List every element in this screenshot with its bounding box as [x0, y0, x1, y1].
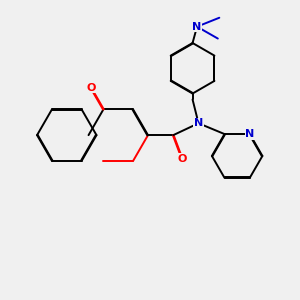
Text: N: N [192, 22, 202, 32]
Text: N: N [245, 129, 254, 139]
Text: O: O [178, 154, 187, 164]
Text: O: O [86, 82, 95, 92]
Text: N: N [194, 118, 203, 128]
